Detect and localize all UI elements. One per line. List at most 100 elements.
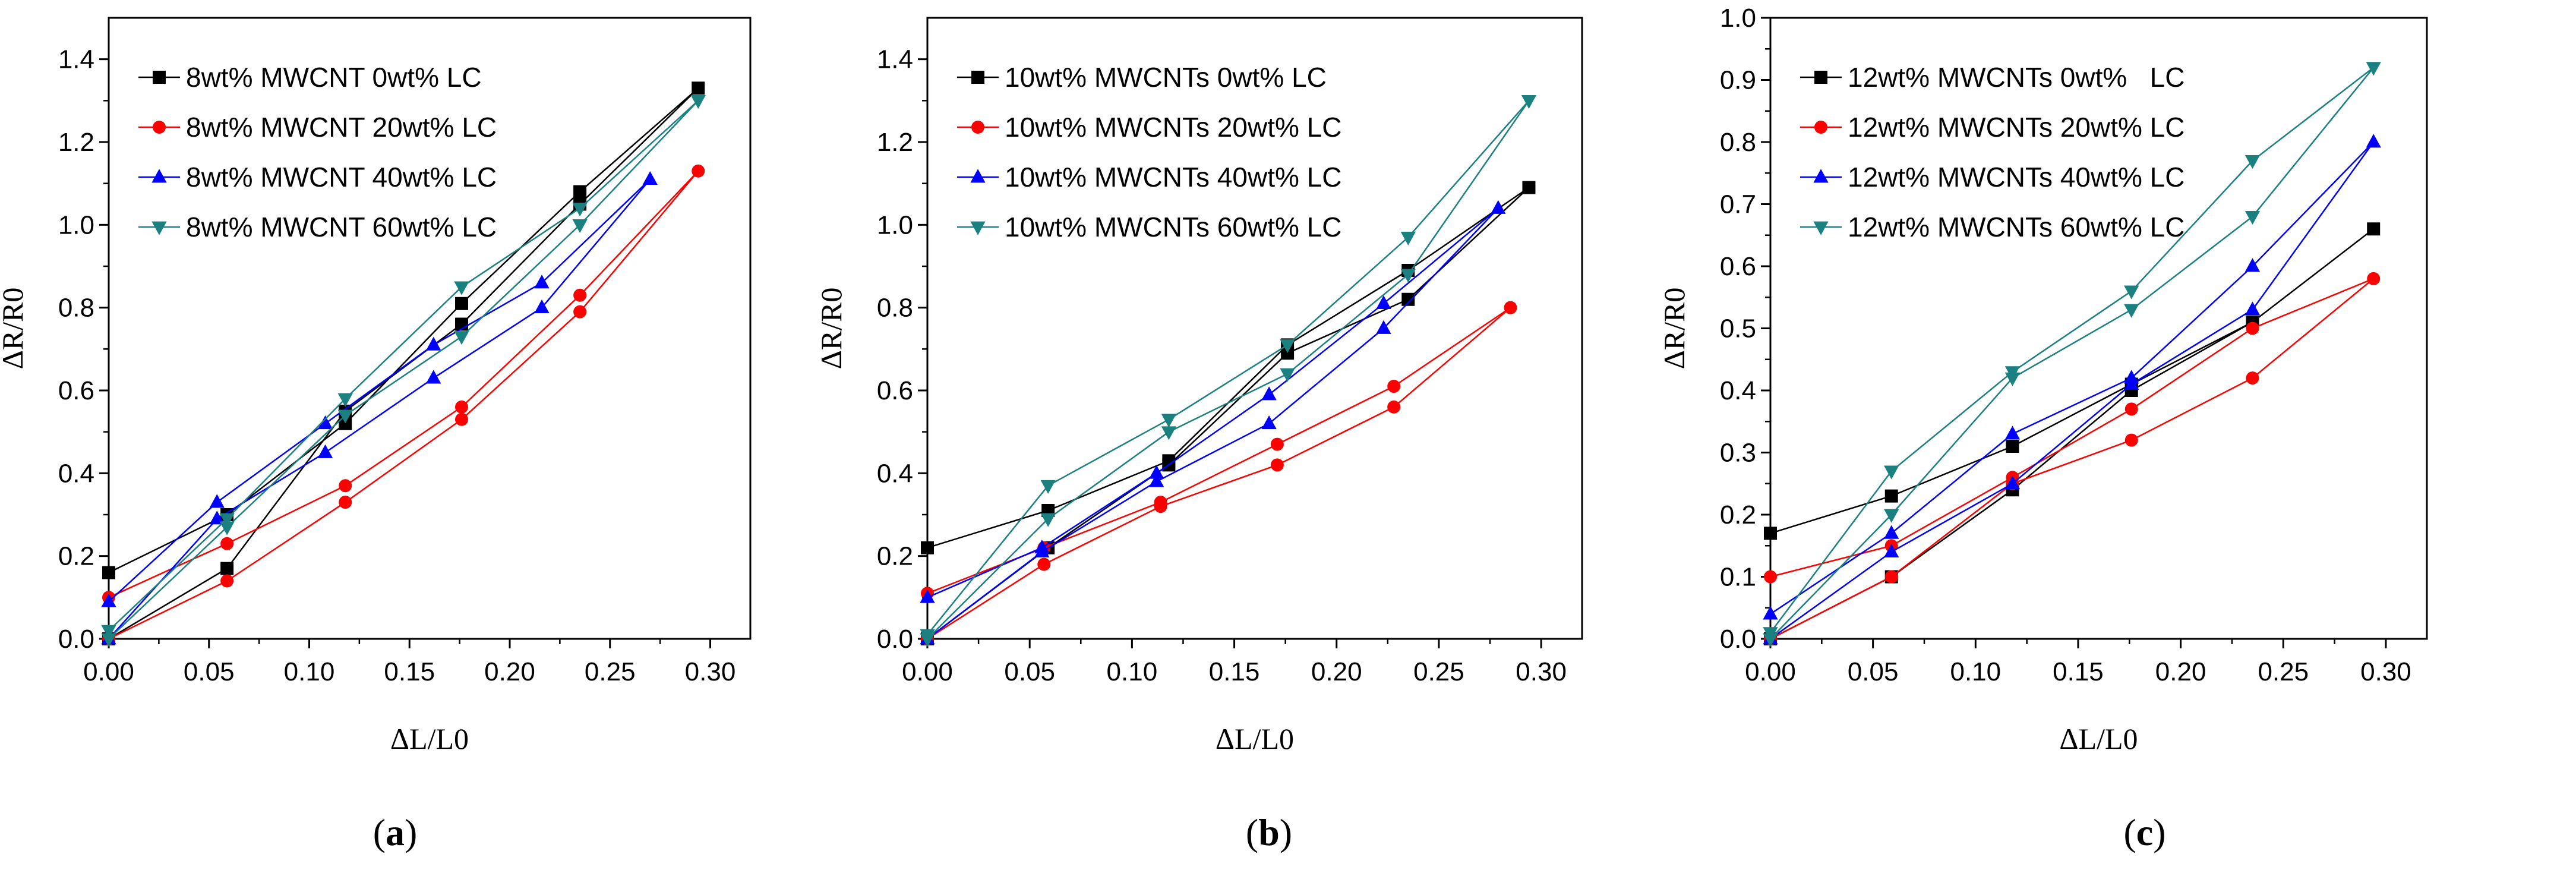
chart-b-x-tick-label: 0.20 — [1311, 657, 1362, 686]
chart-a-series-3-point — [219, 521, 235, 535]
chart-a-series-2-point — [317, 444, 333, 458]
chart-a-y-tick-label: 0.8 — [58, 294, 94, 323]
chart-c-series-1-point — [2124, 433, 2138, 447]
chart-c-series-1-point — [2124, 402, 2138, 416]
chart-a-x-tick-label: 0.00 — [83, 657, 134, 686]
chart-c-series-2-point — [1763, 606, 1778, 620]
chart-a-y-tick-label: 1.0 — [58, 210, 94, 239]
chart-b-series-1-point — [1504, 301, 1517, 314]
chart-c-x-tick-label: 0.10 — [1950, 657, 2001, 686]
chart-a-caption: (a) — [373, 811, 418, 853]
chart-a-y-tick-label: 1.4 — [58, 45, 94, 74]
chart-c-x-tick-label: 0.05 — [1848, 657, 1899, 686]
chart-c-legend-label: 12wt% MWCNTs 60wt% LC — [1848, 212, 2184, 242]
chart-c-legend-marker — [1813, 221, 1829, 235]
chart-c-series-2-point — [2366, 134, 2381, 148]
chart-a-x-tick-label: 0.15 — [384, 657, 435, 686]
chart-b-series-3-point — [1400, 269, 1416, 283]
chart-b-series-0-point — [921, 541, 934, 554]
chart-a-series-3-point — [337, 409, 353, 424]
chart-b-legend-label: 10wt% MWCNTs 0wt% LC — [1005, 62, 1327, 93]
chart-a-y-tick-label: 0.4 — [58, 459, 94, 488]
chart-b-y-tick-label: 0.2 — [877, 542, 913, 571]
chart-b-series-3-point — [1280, 339, 1295, 354]
chart-b-series-3-point — [1040, 513, 1056, 527]
chart-a-series-0-point — [220, 562, 234, 575]
chart-c-caption: (c) — [2123, 811, 2165, 853]
chart-c-y-tick-label: 0.3 — [1720, 439, 1756, 468]
chart-b-series-2-point — [1376, 295, 1391, 310]
chart-b-y-tick-label: 0.4 — [877, 459, 913, 488]
chart-b-caption-letter: b — [1258, 811, 1280, 853]
chart-a-caption-close: ) — [405, 811, 417, 853]
chart-b-series-2-point — [1261, 415, 1277, 430]
chart-b-legend-marker — [971, 71, 984, 84]
chart-b-series-1-point — [1387, 400, 1401, 414]
chart-b-series-1-point — [1037, 557, 1051, 571]
chart-b-series-1-point — [1387, 380, 1401, 393]
chart-a-y-tick-label: 0.2 — [58, 542, 94, 571]
chart-c-series-1-point — [2367, 272, 2381, 285]
chart-c-y-tick-label: 0.7 — [1720, 190, 1756, 219]
chart-b-legend-label: 10wt% MWCNTs 20wt% LC — [1005, 112, 1341, 143]
chart-c-series-0-point — [2367, 222, 2381, 236]
chart-a-series-3-point — [572, 219, 588, 234]
chart-c-caption-close: ) — [2153, 811, 2165, 853]
chart-a-legend-label: 8wt% MWCNT 0wt% LC — [186, 62, 482, 93]
chart-b-series-0-point — [1401, 292, 1415, 306]
chart-a-legend-marker — [153, 71, 166, 84]
chart-a-legend-marker — [151, 221, 167, 235]
chart-c-legend-label: 12wt% MWCNTs 40wt% LC — [1848, 162, 2184, 193]
chart-a-series-2-point — [534, 275, 550, 289]
chart-c-y-tick-label: 1.0 — [1720, 4, 1756, 33]
chart-c-series-3-point — [2366, 62, 2381, 76]
chart-c-x-tick-label: 0.15 — [2053, 657, 2104, 686]
chart-c-y-tick-label: 0.8 — [1720, 128, 1756, 157]
chart-a-legend-label: 8wt% MWCNT 60wt% LC — [186, 212, 497, 242]
chart-a-series-1-point — [573, 288, 587, 302]
chart-b-legend-label: 10wt% MWCNTs 40wt% LC — [1005, 162, 1341, 193]
chart-c-series-2-point — [2124, 376, 2139, 390]
chart-c-series-2-point — [2004, 475, 2021, 490]
chart-a-series-2-point — [317, 415, 333, 430]
chart-a-x-tick-label: 0.30 — [685, 657, 736, 686]
chart-a-series-2-point — [209, 494, 225, 508]
chart-a-y-tick-label: 1.2 — [58, 128, 94, 157]
chart-a-series-3-point — [219, 513, 235, 527]
chart-b-series-3-point — [1521, 94, 1537, 109]
chart-b-x-tick-label: 0.30 — [1516, 657, 1567, 686]
chart-b-series-0-point — [1522, 181, 1536, 194]
chart-c-legend-marker — [1814, 121, 1827, 134]
chart-a-caption-open: ( — [373, 811, 386, 853]
chart-a-series-0-point — [692, 81, 705, 95]
chart-c-series-0-point — [1884, 489, 1898, 503]
chart-c-legend-marker — [1814, 71, 1827, 84]
chart-b-series-3-point — [1161, 426, 1177, 440]
chart-c-x-tick-label: 0.20 — [2155, 657, 2206, 686]
chart-b-series-1-point — [1270, 437, 1284, 451]
chart-c-series-0-point — [2006, 440, 2019, 453]
chart-a-series-1-point — [573, 305, 587, 319]
chart-c-series-1-point — [2246, 322, 2259, 335]
chart-b-caption-open: ( — [1246, 811, 1258, 853]
chart-c-legend-marker — [1813, 169, 1829, 183]
chart-c-series-2-point — [2244, 258, 2261, 272]
chart-a-series-1-point — [220, 574, 234, 588]
chart-b-y-tick-label: 1.2 — [877, 128, 913, 157]
chart-c-series-2-point — [2004, 426, 2021, 440]
chart-a-caption-letter: a — [386, 811, 405, 853]
chart-b-caption: (b) — [1246, 811, 1292, 853]
chart-c-series-3-point — [2244, 155, 2261, 169]
chart-b-series-0-point — [1281, 346, 1295, 360]
chart-b-caption-close: ) — [1280, 811, 1292, 853]
chart-b-y-tick-label: 1.4 — [877, 45, 913, 74]
chart-a-x-tick-label: 0.20 — [484, 657, 535, 686]
chart-a-series-3-point — [454, 281, 469, 295]
chart-c-legend-label: 12wt% MWCNTs 0wt% LC — [1848, 62, 2184, 93]
chart-a-series-3-point — [337, 393, 353, 407]
chart-b-y-axis-label: ΔR/R0 — [815, 288, 848, 370]
chart-b-x-axis-label: ΔL/L0 — [1216, 722, 1294, 755]
chart-c-x-tick-label: 0.00 — [1745, 657, 1796, 686]
chart-b-x-tick-label: 0.25 — [1413, 657, 1464, 686]
chart-c-series-0-point — [1764, 527, 1777, 540]
